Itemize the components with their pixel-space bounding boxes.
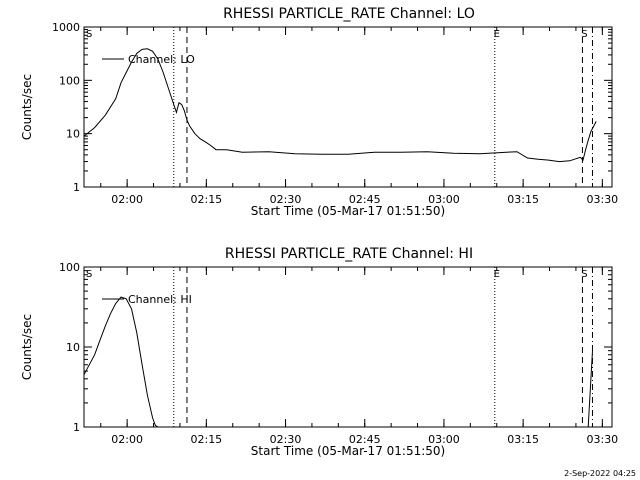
event-marker-label: S [581,269,587,280]
y-tick-label: 100 [59,261,80,274]
footer-timestamp: 2-Sep-2022 04:25 [564,469,636,478]
x-axis-label: Start Time (05-Mar-17 01:51:50) [251,204,445,218]
series-line [83,48,597,163]
y-tick-label: 1 [73,181,80,194]
event-marker-label: E [494,269,500,280]
x-tick-label: 02:00 [111,433,143,446]
y-tick-label: 1 [73,421,80,434]
series-line [83,296,593,428]
x-tick-label: 03:15 [507,433,539,446]
y-axis-label: Counts/sec [20,314,34,380]
x-tick-label: 02:15 [190,433,222,446]
event-marker-label: S [581,29,587,40]
plot-frame [83,266,613,428]
y-tick-label: 1000 [52,21,80,34]
x-tick-label: 02:45 [349,193,381,206]
event-marker-label: E [494,29,500,40]
y-tick-label: 10 [66,341,80,354]
lo-channel-panel: 02:00 02:15 02:30 02:45 03:00 03:15 03:30 1 10 10… [20,21,618,218]
x-tick-label: 02:30 [270,433,302,446]
x-tick-label: 02:45 [349,433,381,446]
event-marker-label: S [86,29,92,40]
chart-title: RHESSI PARTICLE_RATE Channel: LO [223,6,475,22]
x-tick-label: 02:00 [111,193,143,206]
y-axis-label: Counts/sec [20,74,34,140]
y-tick-label: 100 [59,74,80,87]
x-tick-label: 03:30 [586,433,618,446]
y-tick-label: 10 [66,128,80,141]
x-tick-label: 03:00 [428,193,460,206]
x-tick-label: 03:15 [507,193,539,206]
hi-channel-panel: 02:00 02:15 02:30 02:45 03:00 03:15 03:30 1 10 10… [20,261,618,458]
legend-label: Channel: HI [128,293,192,306]
event-marker-label: S [86,269,92,280]
x-tick-label: 03:30 [586,193,618,206]
chart-title: RHESSI PARTICLE_RATE Channel: HI [225,246,473,262]
x-tick-label: 02:15 [190,193,222,206]
x-tick-label: 02:30 [270,193,302,206]
x-axis-label: Start Time (05-Mar-17 01:51:50) [251,444,445,458]
x-tick-label: 03:00 [428,433,460,446]
legend-label: Channel: LO [128,53,195,66]
plot-frame [83,26,613,188]
